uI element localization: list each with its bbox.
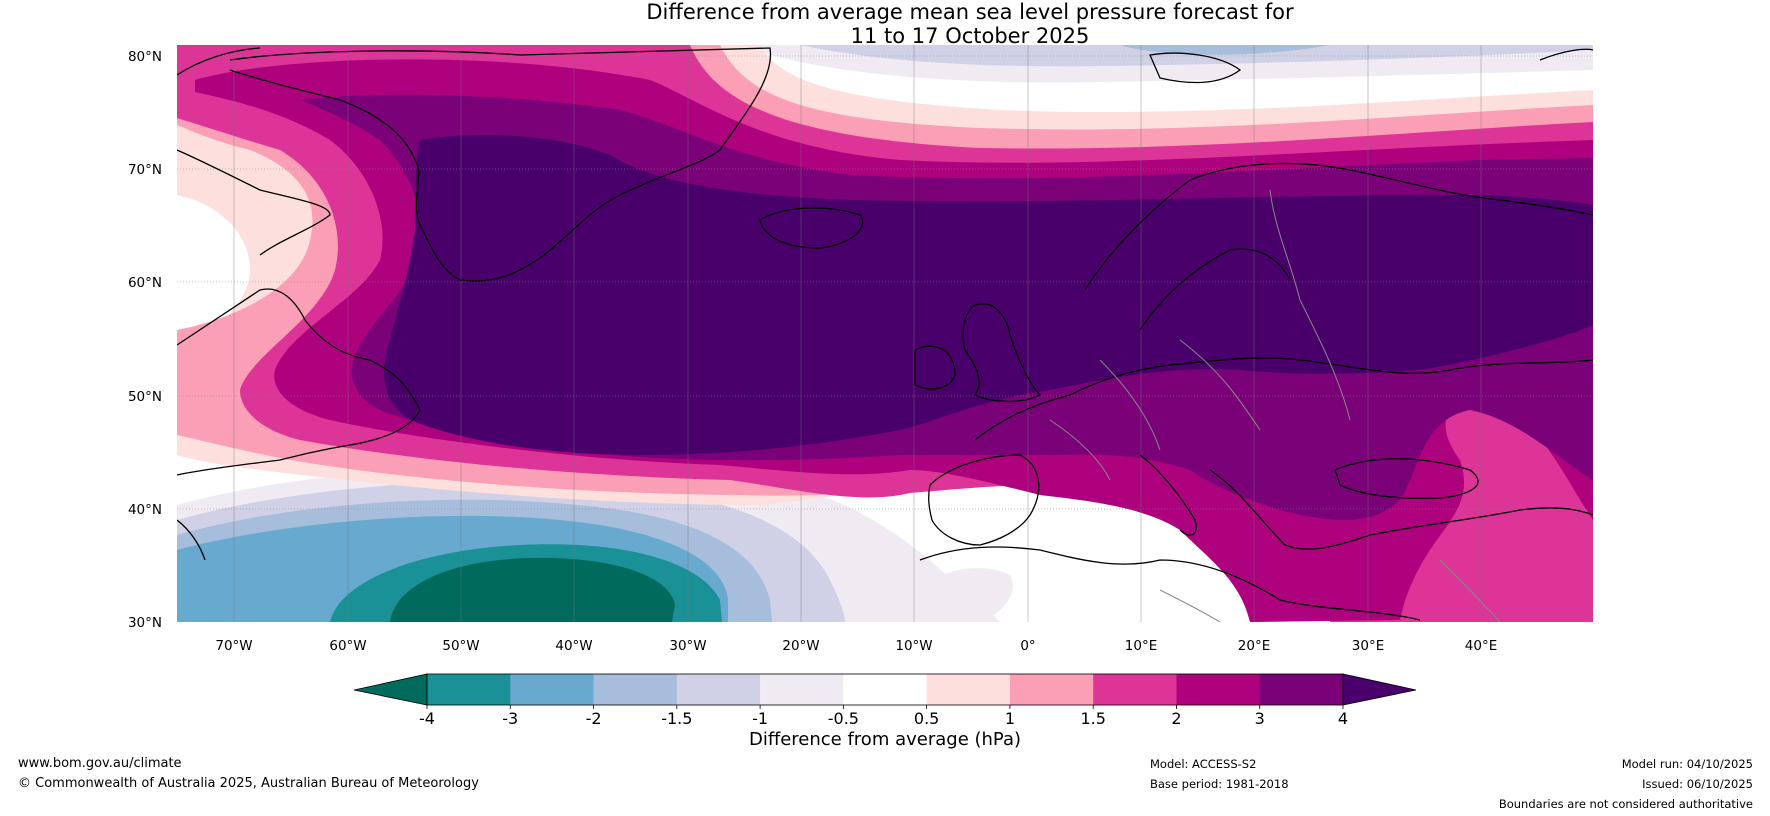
coastlines: [177, 47, 1593, 621]
colorbar-segment: [760, 674, 844, 705]
lon-label: 50°W: [442, 638, 479, 654]
footer-model: Model: ACCESS-S2 Base period: 1981-2018: [1150, 754, 1289, 794]
title-line-2: 11 to 17 October 2025: [850, 24, 1090, 48]
colorbar-tick-label: -1: [752, 709, 768, 728]
lon-label: 30°E: [1352, 638, 1384, 654]
lat-label: 80°N: [128, 49, 162, 65]
colorbar-label: Difference from average (hPa): [749, 729, 1021, 750]
lon-label: 70°W: [215, 638, 252, 654]
colorbar-tick-label: 3: [1255, 709, 1265, 728]
colorbar-tick-label: 2: [1171, 709, 1181, 728]
borders: [1049, 189, 1501, 622]
arctic-negative-area: [740, 45, 1593, 83]
model-run: Model run: 04/10/2025: [1621, 757, 1753, 771]
colorbar-segment: [593, 674, 678, 705]
copyright: © Commonwealth of Australia 2025, Austra…: [18, 776, 479, 791]
longitude-labels: 70°W 60°W 50°W 40°W 30°W 20°W 10°W 0° 10…: [215, 638, 1497, 654]
colorbar-segment: [1009, 674, 1094, 705]
lon-label: 10°W: [895, 638, 932, 654]
website-link[interactable]: www.bom.gov.au/climate: [18, 756, 182, 771]
colorbar: -4 -3 -2 -1.5 -1 -0.5 0.5 1 1.5 2 3 4 Difference fr…: [353, 673, 1417, 750]
lon-label: 60°W: [329, 638, 366, 654]
colorbar-tick-label: 4: [1338, 709, 1348, 728]
anomaly-field: [177, 45, 1593, 622]
colorbar-segment: [676, 674, 761, 705]
colorbar-tick-label: 0.5: [914, 709, 939, 728]
colorbar-tick-label: 1: [1005, 709, 1015, 728]
lon-label: 40°E: [1465, 638, 1497, 654]
colorbar-max-arrow: [1342, 673, 1417, 706]
colorbar-segment: [843, 674, 928, 705]
colorbar-segment: [1093, 674, 1177, 705]
lon-label: 20°W: [782, 638, 819, 654]
graticule: [177, 45, 1593, 622]
title-line-1: Difference from average mean sea level p…: [646, 0, 1294, 24]
lon-label: 30°W: [669, 638, 706, 654]
colorbar-segment: [427, 674, 511, 705]
latitude-labels: 80°N 70°N 60°N 50°N 40°N 30°N: [128, 49, 162, 631]
colorbar-tick-label: -2: [586, 709, 602, 728]
footer-right: Model run: 04/10/2025 Issued: 06/10/2025…: [1499, 754, 1753, 814]
lat-label: 60°N: [128, 275, 162, 291]
lat-label: 30°N: [128, 615, 162, 631]
colorbar-outline: [426, 673, 1344, 706]
colorbar-tick-label: -4: [419, 709, 435, 728]
lat-label: 70°N: [128, 162, 162, 178]
lat-label: 50°N: [128, 389, 162, 405]
map-title: Difference from average mean sea level p…: [0, 0, 1770, 48]
base-period: Base period: 1981-2018: [1150, 777, 1289, 791]
lon-label: 20°E: [1238, 638, 1270, 654]
model-name: Model: ACCESS-S2: [1150, 757, 1257, 771]
colorbar-segment: [926, 674, 1011, 705]
colorbar-tick-label: -3: [502, 709, 518, 728]
colorbar-segment: [510, 674, 595, 705]
colorbar-tick-label: 1.5: [1080, 709, 1105, 728]
positive-anomaly-area: [177, 45, 1593, 622]
lon-label: 40°W: [555, 638, 592, 654]
colorbar-min-arrow: [353, 673, 428, 706]
footer-left: www.bom.gov.au/climate © Commonwealth of…: [18, 754, 479, 794]
colorbar-tick-label: -1.5: [661, 709, 692, 728]
lat-label: 40°N: [128, 502, 162, 518]
negative-anomaly-area: [177, 464, 1013, 622]
lon-label: 10°E: [1125, 638, 1157, 654]
disclaimer: Boundaries are not considered authoritat…: [1498, 797, 1753, 811]
issued-date: Issued: 06/10/2025: [1642, 777, 1753, 791]
lon-label: 0°: [1020, 638, 1035, 654]
colorbar-segment: [1259, 674, 1344, 705]
colorbar-tick-label: -0.5: [828, 709, 859, 728]
colorbar-segment: [1176, 674, 1261, 705]
